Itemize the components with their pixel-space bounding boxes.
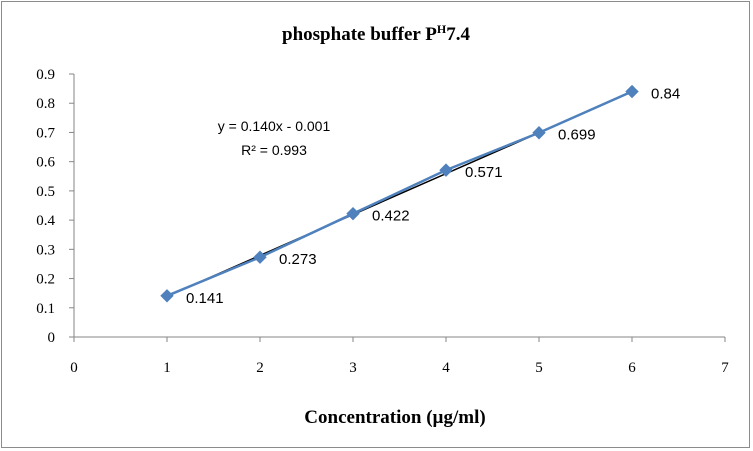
- data-point: [532, 126, 546, 140]
- y-tick-label: 0.7: [36, 125, 55, 141]
- y-tick-label: 0.9: [36, 67, 55, 83]
- data-point: [439, 163, 453, 177]
- x-tick-label: 1: [163, 360, 171, 376]
- chart-title: phosphate buffer PH7.4: [282, 22, 470, 45]
- plot-area: 0 0.1 0.2 0.3 0.4 0.5 0.6 0.7 0.8 0.9 0 1 2 3 4 5 6 7 0.…: [36, 67, 729, 376]
- y-tick-label: 0.5: [36, 184, 55, 200]
- data-label: 0.84: [651, 86, 680, 103]
- chart-title-superscript: H: [437, 22, 447, 36]
- x-tick-label: 3: [349, 360, 357, 376]
- x-tick-label: 0: [70, 360, 78, 376]
- trendline-r-squared: R² = 0.993: [241, 142, 307, 158]
- y-tick-label: 0.3: [36, 242, 55, 258]
- trendline-equation: y = 0.140x - 0.001: [218, 118, 331, 134]
- series-line: [166, 90, 633, 297]
- data-points: [160, 84, 639, 303]
- data-point: [160, 289, 174, 303]
- x-axis-label: Concentration (µg/ml): [304, 407, 485, 428]
- data-point: [625, 84, 639, 99]
- chart-title-tail: 7.4: [446, 24, 470, 45]
- data-label: 0.571: [465, 164, 503, 181]
- data-label: 0.273: [279, 251, 317, 268]
- data-labels: 0.141 0.273 0.422 0.571 0.699 0.84: [186, 86, 680, 307]
- y-axis-ticks: 0 0.1 0.2 0.3 0.4 0.5 0.6 0.7 0.8 0.9: [36, 67, 74, 346]
- data-point: [253, 250, 267, 264]
- y-tick-label: 0: [48, 330, 56, 346]
- y-tick-label: 0.8: [36, 96, 55, 112]
- x-tick-label: 6: [628, 360, 636, 376]
- chart-title-main: phosphate buffer P: [282, 24, 437, 45]
- x-tick-label: 7: [721, 360, 729, 376]
- y-tick-label: 0.6: [36, 155, 55, 171]
- y-tick-label: 0.1: [36, 301, 55, 317]
- y-tick-label: 0.4: [36, 213, 55, 229]
- y-tick-label: 0.2: [36, 272, 55, 288]
- data-label: 0.422: [372, 208, 410, 225]
- x-tick-label: 4: [442, 360, 450, 376]
- data-point: [346, 206, 360, 221]
- data-label: 0.699: [558, 127, 596, 144]
- x-tick-label: 2: [256, 360, 264, 376]
- x-tick-label: 5: [535, 360, 543, 376]
- x-axis-ticks: 0 1 2 3 4 5 6 7: [70, 337, 729, 376]
- data-label: 0.141: [186, 290, 224, 307]
